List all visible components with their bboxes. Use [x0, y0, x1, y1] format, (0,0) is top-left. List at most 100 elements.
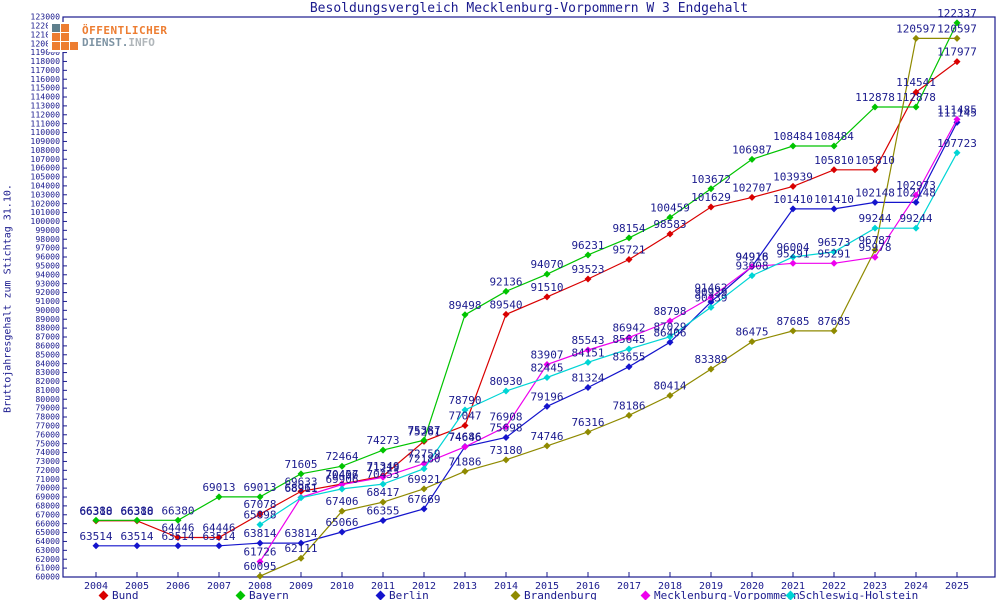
data-point — [748, 263, 756, 271]
data-point — [256, 572, 264, 580]
data-point — [953, 34, 961, 42]
data-point — [830, 205, 838, 213]
data-point-label: 78790 — [448, 394, 481, 407]
data-point-label: 95721 — [612, 243, 645, 256]
legend-label: Brandenburg — [524, 589, 597, 600]
data-point — [584, 275, 592, 283]
x-tick-label: 2006 — [166, 581, 190, 592]
x-tick-label: 2024 — [904, 581, 928, 592]
data-point-label: 102973 — [896, 179, 936, 192]
data-point — [297, 487, 305, 495]
data-point-label: 63514 — [161, 530, 194, 543]
data-point — [256, 539, 264, 547]
legend-label: Mecklenburg-Vorpommern — [654, 589, 800, 600]
data-point — [789, 253, 797, 261]
legend-item-Schleswig-Holstein[interactable]: Schleswig-Holstein — [785, 589, 918, 600]
data-point — [789, 205, 797, 213]
series-Mecklenburg-Vorpommern — [256, 115, 961, 566]
data-point — [174, 516, 182, 524]
series-Schleswig-Holstein — [256, 149, 961, 529]
data-point — [666, 213, 674, 221]
data-point — [625, 255, 633, 263]
data-point — [502, 423, 510, 431]
data-point — [830, 327, 838, 335]
legend-item-Bund[interactable]: Bund — [98, 589, 139, 600]
y-tick-label: 122000 — [30, 20, 60, 30]
data-point-label: 63514 — [202, 530, 235, 543]
y-tick-label: 101000 — [30, 207, 60, 217]
data-point-label: 68417 — [366, 486, 399, 499]
series-Bund — [92, 58, 961, 541]
data-point-label: 60095 — [243, 560, 276, 573]
series-Brandenburg — [256, 34, 961, 580]
data-point-label: 71219 — [366, 461, 399, 474]
y-tick-label: 117000 — [30, 65, 60, 75]
y-tick-label: 60000 — [35, 572, 60, 582]
x-tick-label: 2010 — [330, 581, 354, 592]
data-point — [666, 392, 674, 400]
y-tick-label: 120000 — [30, 38, 60, 48]
y-tick-label: 107000 — [30, 154, 60, 164]
data-point — [133, 516, 141, 524]
y-tick-label: 62000 — [35, 554, 60, 564]
y-tick-label: 88000 — [35, 323, 60, 333]
x-tick-label: 2009 — [289, 581, 313, 592]
data-point — [707, 298, 715, 306]
data-point-label: 112878 — [855, 91, 895, 104]
data-point-label: 66318 — [79, 505, 112, 518]
x-tick-label: 2015 — [535, 581, 559, 592]
data-point-label: 68961 — [284, 481, 317, 494]
data-point — [912, 88, 920, 96]
data-point — [502, 387, 510, 395]
legend-item-Berlin[interactable]: Berlin — [375, 589, 429, 600]
y-tick-label: 73000 — [35, 456, 60, 466]
y-tick-label: 111000 — [30, 118, 60, 128]
data-point-label: 67669 — [407, 493, 440, 506]
data-point-label: 101410 — [773, 193, 813, 206]
data-point-label: 89498 — [448, 299, 481, 312]
legend-item-Brandenburg[interactable]: Brandenburg — [510, 589, 597, 600]
data-point-label: 99244 — [899, 212, 932, 225]
y-tick-label: 84000 — [35, 358, 60, 368]
y-tick-label: 110000 — [30, 127, 60, 137]
data-point — [461, 467, 469, 475]
data-point-label: 84151 — [571, 346, 604, 359]
data-point — [379, 446, 387, 454]
data-point — [584, 383, 592, 391]
legend-item-Mecklenburg-Vorpommern[interactable]: Mecklenburg-Vorpommern — [640, 589, 800, 600]
logo-line1: ÖFFENTLICHER — [82, 24, 168, 37]
data-point — [297, 539, 305, 547]
y-tick-label: 114000 — [30, 92, 60, 102]
data-point-label: 83655 — [612, 351, 645, 364]
y-tick-label: 115000 — [30, 83, 60, 93]
data-point — [871, 198, 879, 206]
y-tick-label: 72000 — [35, 465, 60, 475]
data-point-label: 105810 — [855, 154, 895, 167]
data-point-label: 74273 — [366, 434, 399, 447]
data-point — [461, 421, 469, 429]
data-point — [215, 533, 223, 541]
data-point-label: 91462 — [694, 281, 727, 294]
data-point-label: 94916 — [735, 251, 768, 264]
y-tick-label: 77000 — [35, 420, 60, 430]
y-tick-label: 108000 — [30, 145, 60, 155]
series-Berlin — [92, 118, 961, 550]
data-point-label: 91510 — [530, 281, 563, 294]
data-point — [912, 103, 920, 111]
legend-marker-icon — [235, 590, 246, 600]
x-tick-label: 2018 — [658, 581, 682, 592]
data-point-label: 117977 — [937, 46, 977, 59]
data-point-label: 108484 — [773, 130, 813, 143]
logo[interactable]: ÖFFENTLICHER DIENST.INFO — [48, 22, 172, 52]
legend-item-Bayern[interactable]: Bayern — [235, 589, 289, 600]
data-point — [543, 373, 551, 381]
data-point — [338, 485, 346, 493]
data-point-label: 103939 — [773, 170, 813, 183]
x-tick-label: 2004 — [84, 581, 108, 592]
data-point-label: 65898 — [243, 509, 276, 522]
series-labels-Brandenburg: 60095 62111 67406 68417 69921 71886 73180 74746… — [243, 22, 976, 573]
data-point-label: 71886 — [448, 455, 481, 468]
data-point-label: 111485 — [937, 103, 977, 116]
data-point-label: 93523 — [571, 263, 604, 276]
data-point — [912, 224, 920, 232]
